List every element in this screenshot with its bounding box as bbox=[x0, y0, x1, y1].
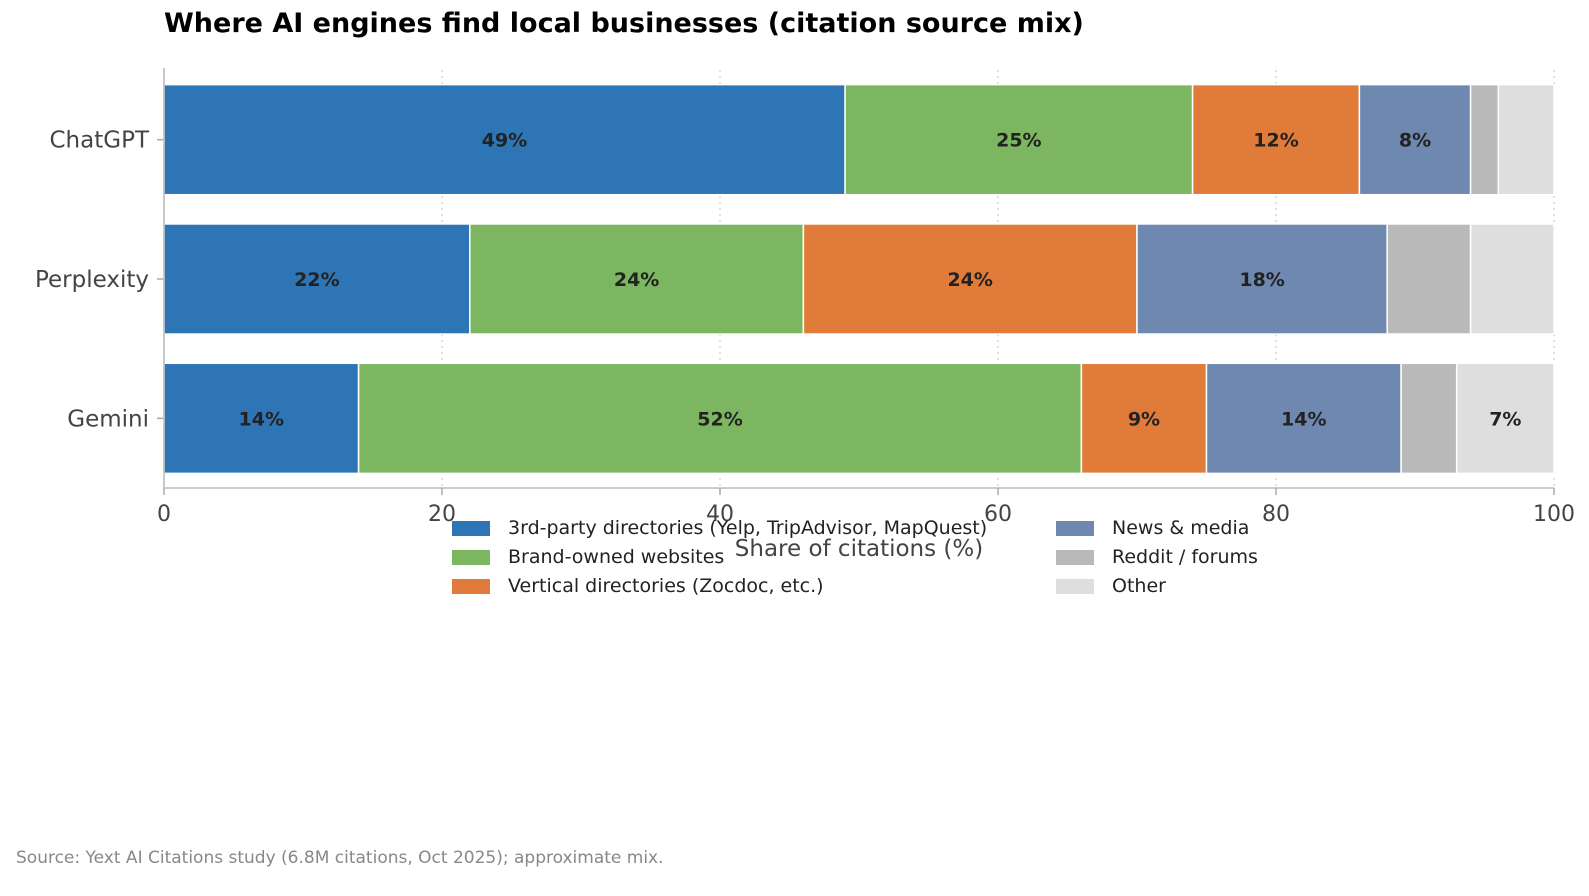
bar-segment bbox=[163, 83, 846, 196]
data-label: 14% bbox=[1281, 408, 1326, 430]
data-label: 22% bbox=[294, 269, 339, 291]
legend-label: Brand-owned websites bbox=[508, 546, 725, 568]
bar-segments bbox=[163, 83, 1555, 475]
bar-segment bbox=[1400, 362, 1458, 475]
category-label: ChatGPT bbox=[50, 128, 150, 154]
bar-segment bbox=[802, 223, 1138, 335]
legend-swatch bbox=[1056, 578, 1094, 594]
axes bbox=[157, 68, 1555, 495]
category-label: Perplexity bbox=[35, 267, 149, 293]
x-tick-label: 100 bbox=[1533, 502, 1575, 527]
x-tick-label: 60 bbox=[984, 502, 1012, 527]
data-label: 8% bbox=[1399, 130, 1431, 152]
source-note: Source: Yext AI Citations study (6.8M ci… bbox=[16, 848, 664, 868]
x-tick-label: 0 bbox=[157, 502, 171, 527]
bar-segment bbox=[1497, 83, 1555, 196]
legend-item: News & media bbox=[1056, 517, 1258, 539]
category-label: Gemini bbox=[67, 406, 149, 432]
bar-segment bbox=[469, 223, 805, 335]
data-label: 24% bbox=[947, 269, 992, 291]
bar-segment bbox=[1469, 223, 1555, 335]
bar-segment bbox=[1191, 83, 1361, 196]
data-label: 7% bbox=[1489, 408, 1521, 430]
legend-swatch bbox=[1056, 549, 1094, 565]
x-axis-label: Share of citations (%) bbox=[735, 536, 983, 562]
legend-item: Reddit / forums bbox=[1056, 546, 1258, 568]
bar-segment bbox=[1136, 223, 1388, 335]
data-label: 52% bbox=[697, 408, 742, 430]
data-label: 49% bbox=[482, 130, 527, 152]
legend-label: Other bbox=[1112, 575, 1166, 597]
x-tick-label: 40 bbox=[706, 502, 734, 527]
labels: 49% 25% 12% 8% ChatGPT 22% 24% 24% 18% Perplexity… bbox=[35, 128, 1575, 562]
data-label: 14% bbox=[239, 408, 284, 430]
stacked-bar-chart: 49% 25% 12% 8% ChatGPT 22% 24% 24% 18% Perplexity… bbox=[35, 68, 1575, 562]
bar-segment bbox=[1080, 362, 1208, 475]
bar-segment bbox=[163, 223, 471, 335]
data-label: 24% bbox=[614, 269, 659, 291]
data-label: 25% bbox=[996, 130, 1041, 152]
x-tick-label: 20 bbox=[428, 502, 456, 527]
legend-swatch bbox=[452, 549, 490, 565]
bar-segment bbox=[1469, 83, 1500, 196]
bar-segment bbox=[357, 362, 1083, 475]
legend-item: Vertical directories (Zocdoc, etc.) bbox=[452, 575, 1056, 597]
bar-segment bbox=[1358, 83, 1472, 196]
legend-label: Vertical directories (Zocdoc, etc.) bbox=[508, 575, 824, 597]
legend-item: 3rd-party directories (Yelp, TripAdvisor… bbox=[452, 517, 1056, 539]
legend-swatch bbox=[452, 520, 490, 536]
legend: 3rd-party directories (Yelp, TripAdvisor… bbox=[452, 517, 1258, 597]
legend-swatch bbox=[1056, 520, 1094, 536]
legend-swatch bbox=[452, 578, 490, 594]
chart-title: Where AI engines find local businesses (… bbox=[164, 8, 1084, 39]
bar-segment bbox=[1205, 362, 1402, 475]
x-tick-label: 80 bbox=[1262, 502, 1290, 527]
bar-segment bbox=[1455, 362, 1555, 475]
legend-item: Brand-owned websites bbox=[452, 546, 1056, 568]
data-label: 9% bbox=[1128, 408, 1160, 430]
legend-label: Reddit / forums bbox=[1112, 546, 1258, 568]
legend-label: News & media bbox=[1112, 517, 1250, 539]
legend-item: Other bbox=[1056, 575, 1258, 597]
data-label: 12% bbox=[1253, 130, 1298, 152]
legend-label: 3rd-party directories (Yelp, TripAdvisor… bbox=[508, 517, 988, 539]
data-label: 18% bbox=[1239, 269, 1284, 291]
bar-segment bbox=[1386, 223, 1472, 335]
